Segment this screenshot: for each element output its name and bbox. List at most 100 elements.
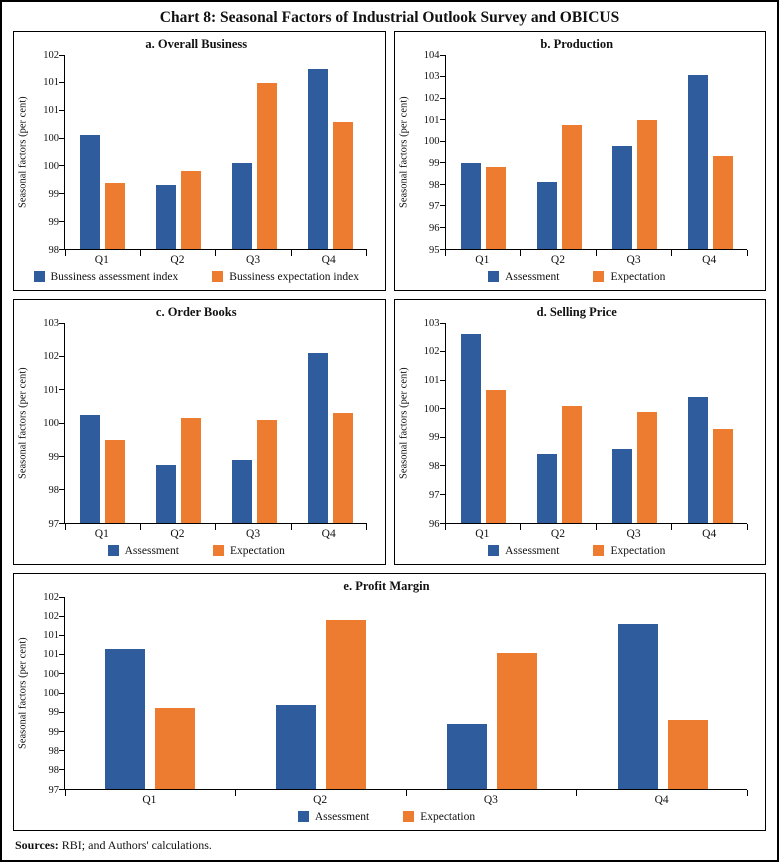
legend-label-assessment: Bussiness assessment index	[50, 270, 179, 283]
y-tick-label: 101	[423, 374, 440, 386]
y-tick-label: 99	[429, 432, 440, 444]
x-axis-labels: Q1 Q2 Q3 Q4	[445, 250, 748, 266]
assessment-legend-swatch-icon	[33, 271, 45, 282]
y-tick-mark	[59, 389, 64, 391]
legend-item-assessment: Assessment	[488, 545, 559, 557]
panel-title-e: e. Profit Margin	[343, 579, 430, 593]
y-tick-mark	[59, 54, 64, 56]
legend-b: Assessment Expectation	[397, 266, 758, 287]
y-tick-label: 97	[429, 489, 440, 501]
bar-c-q2-assessment	[156, 464, 177, 523]
y-tick-mark	[59, 422, 64, 424]
x-tick-mark	[746, 250, 748, 256]
plot-area-b	[439, 54, 748, 256]
legend-label-assessment: Assessment	[124, 544, 179, 557]
x-axis-labels: Q1 Q2 Q3 Q4	[64, 250, 367, 266]
bar-c-q2-expectation	[181, 418, 202, 523]
y-tick-label: 97	[429, 201, 440, 213]
y-tick-label: 101	[43, 630, 59, 642]
legend-item-expectation: Expectation	[212, 544, 285, 557]
y-tick-mark	[439, 226, 445, 228]
bar-b-q2-assessment	[536, 182, 557, 249]
y-tick-mark	[439, 162, 445, 164]
y-tick-label: 101	[43, 77, 59, 89]
bar-a-q1-expectation	[105, 182, 126, 249]
y-tick-label: 98	[429, 179, 440, 191]
x-axis-label: Q2	[550, 254, 565, 266]
y-tick-mark	[59, 711, 64, 713]
bar-d-q2-assessment	[536, 454, 557, 523]
source-note: Sources: RBI; and Authors' calculations.	[2, 831, 777, 853]
chart-area-b: Seasonal factors (per cent) 95 96 97 98 99 100…	[397, 50, 758, 287]
bar-e-q4-expectation	[667, 719, 708, 789]
panel-production: b. Production Seasonal factors (per cent)…	[393, 31, 766, 291]
x-tick-mark	[139, 524, 141, 530]
x-tick-mark	[520, 250, 522, 256]
bar-b-q4-expectation	[713, 156, 734, 249]
y-tick-label: 100	[43, 418, 59, 429]
y-tick-mark	[439, 140, 445, 142]
x-tick-mark	[595, 250, 597, 256]
bar-d-q1-assessment	[460, 334, 481, 523]
bar-b-q3-assessment	[612, 145, 633, 249]
panel-title-b: b. Production	[540, 37, 614, 51]
x-axis-label: Q3	[246, 528, 261, 540]
panel-order-books: c. Order Books Seasonal factors (per cent…	[13, 299, 386, 565]
y-tick-label: 101	[43, 384, 59, 396]
y-tick-mark	[439, 54, 445, 56]
legend-c: Assessment Expectation	[16, 540, 377, 561]
y-tick-mark	[59, 634, 64, 636]
legend-label-expectation: Expectation	[610, 544, 666, 557]
y-tick-mark	[59, 137, 64, 139]
y-tick-mark	[59, 769, 64, 771]
bar-b-q3-expectation	[637, 119, 658, 249]
x-axis-label: Q2	[313, 794, 328, 806]
y-tick-mark	[59, 692, 64, 694]
legend-label-expectation: Expectation	[229, 544, 285, 557]
y-tick-mark	[439, 351, 445, 353]
y-axis-ticks: 97 98 99 100 101 102 103	[30, 318, 64, 530]
x-tick-mark	[235, 790, 236, 796]
plot-area-a	[59, 54, 367, 256]
bar-a-q3-expectation	[256, 82, 277, 249]
y-tick-label: 99	[48, 726, 60, 738]
y-tick-label: 100	[43, 688, 59, 699]
y-tick-mark	[59, 193, 64, 195]
y-tick-mark	[59, 220, 64, 222]
figure-title: Chart 8: Seasonal Factors of Industrial …	[159, 9, 620, 26]
x-axis-label: Q1	[94, 528, 109, 540]
x-axis-label: Q1	[142, 794, 157, 806]
x-axis-labels: Q1 Q2 Q3 Q4	[64, 524, 367, 540]
bar-c-q3-expectation	[256, 419, 277, 523]
legend-label-expectation: Expectation	[420, 810, 476, 823]
x-axis-label: Q4	[702, 528, 717, 540]
x-axis-label: Q3	[483, 794, 498, 806]
legend-item-assessment: Bussiness assessment index	[33, 270, 179, 283]
bar-c-q3-assessment	[231, 459, 252, 523]
bar-c-q4-assessment	[307, 353, 328, 523]
y-tick-label: 99	[48, 707, 60, 719]
y-tick-label: 103	[423, 71, 440, 83]
y-tick-mark	[59, 455, 64, 457]
x-tick-mark	[64, 790, 66, 796]
x-tick-mark	[139, 250, 141, 256]
y-tick-mark	[439, 322, 445, 324]
bar-e-q2-expectation	[326, 620, 367, 789]
legend-item-assessment: Assessment	[297, 811, 369, 823]
assessment-legend-swatch-icon	[488, 271, 500, 282]
x-tick-mark	[445, 250, 446, 256]
y-tick-label: 104	[423, 49, 440, 61]
panels-grid: a. Overall Business Seasonal factors (per…	[2, 31, 777, 831]
x-axis-label: Q2	[550, 528, 565, 540]
x-axis-label: Q3	[626, 528, 641, 540]
x-tick-mark	[215, 250, 217, 256]
x-tick-mark	[746, 524, 748, 530]
y-tick-mark	[439, 493, 445, 495]
legend-label-expectation: Expectation	[610, 270, 666, 283]
y-tick-label: 101	[43, 649, 59, 661]
y-tick-label: 100	[43, 133, 59, 145]
x-axis-label: Q2	[170, 254, 185, 266]
y-tick-mark	[59, 165, 64, 167]
x-tick-mark	[576, 790, 577, 796]
y-tick-label: 97	[48, 784, 60, 796]
